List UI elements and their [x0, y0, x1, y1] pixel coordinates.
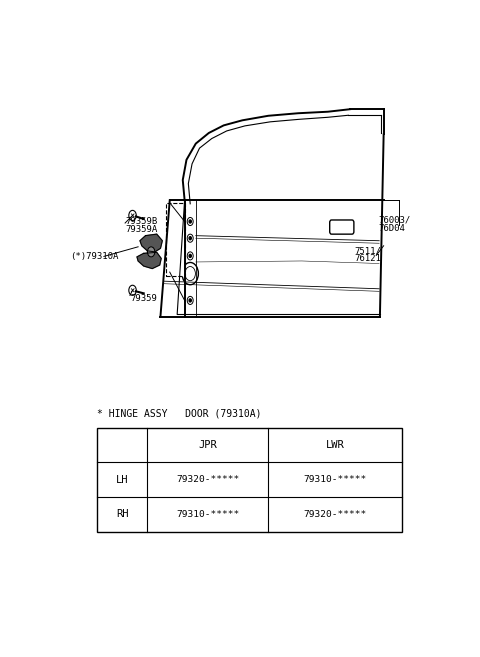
Text: LH: LH	[116, 475, 129, 485]
Text: LWR: LWR	[326, 440, 345, 450]
Circle shape	[129, 285, 136, 296]
Circle shape	[189, 220, 192, 223]
Polygon shape	[137, 252, 161, 269]
Text: (*)79310A: (*)79310A	[71, 252, 119, 261]
Bar	[166, 203, 185, 276]
Bar	[97, 428, 402, 532]
Text: 79359A: 79359A	[125, 225, 157, 234]
Polygon shape	[140, 234, 162, 252]
Text: 79320-*****: 79320-*****	[304, 510, 367, 519]
Circle shape	[189, 299, 192, 302]
Text: 79359: 79359	[131, 294, 157, 304]
Text: * HINGE ASSY   DOOR (79310A): * HINGE ASSY DOOR (79310A)	[97, 409, 262, 419]
Text: 76D04: 76D04	[378, 223, 405, 233]
Text: 76121: 76121	[354, 254, 381, 263]
FancyBboxPatch shape	[330, 220, 354, 234]
Text: 7511/: 7511/	[354, 247, 381, 256]
Text: 79320-*****: 79320-*****	[176, 475, 240, 484]
Circle shape	[129, 210, 136, 221]
Text: JPR: JPR	[199, 440, 217, 450]
Circle shape	[147, 247, 155, 257]
Text: 76003/: 76003/	[378, 216, 410, 225]
Circle shape	[182, 263, 198, 284]
Circle shape	[189, 254, 192, 258]
Text: 79359B: 79359B	[125, 217, 157, 226]
Text: RH: RH	[116, 509, 129, 519]
Circle shape	[189, 237, 192, 240]
Text: 79310-*****: 79310-*****	[304, 475, 367, 484]
Text: 79310-*****: 79310-*****	[176, 510, 240, 519]
